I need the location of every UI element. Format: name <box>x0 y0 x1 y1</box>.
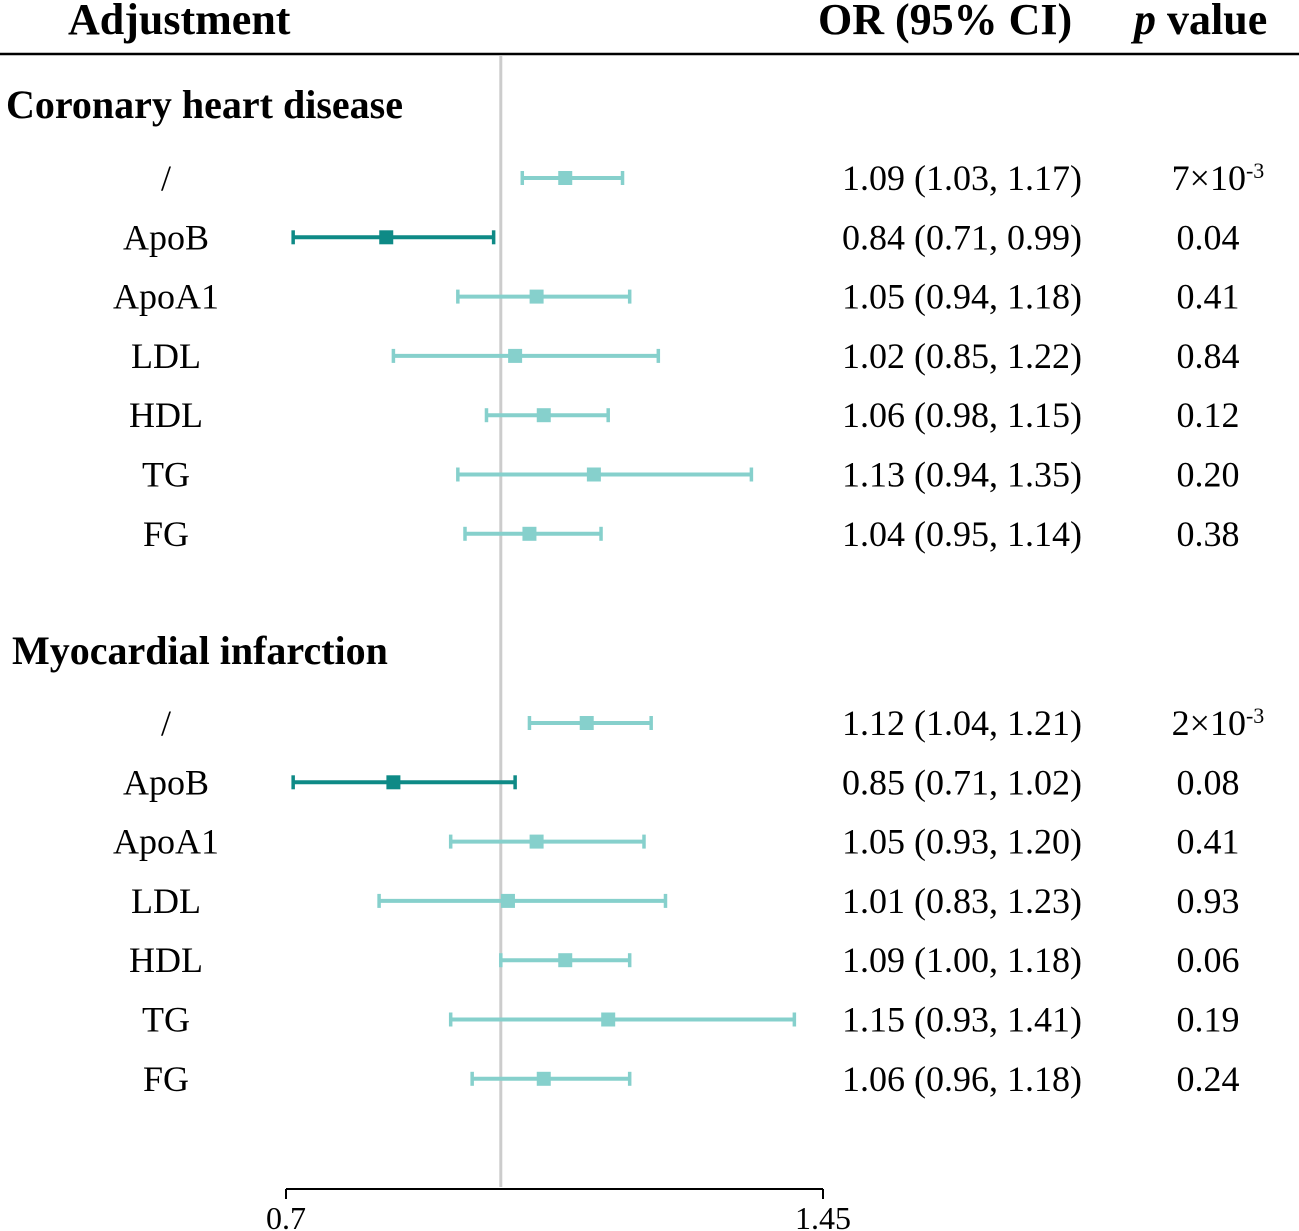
row-label: ApoB <box>123 217 209 257</box>
p-value-base: 7×10 <box>1172 158 1246 198</box>
forest-row: / 1.09 (1.03, 1.17) 7×10-3 <box>161 158 1264 198</box>
forest-row: ApoB 0.84 (0.71, 0.99) 0.04 <box>123 217 1240 257</box>
header-adjustment: Adjustment <box>68 0 291 44</box>
forest-row: / 1.12 (1.04, 1.21) 2×10-3 <box>161 703 1264 743</box>
or-ci-value: 1.06 (0.96, 1.18) <box>842 1059 1082 1099</box>
row-label: LDL <box>131 336 201 376</box>
p-value: 0.08 <box>1177 762 1240 802</box>
forest-row: HDL 1.09 (1.00, 1.18) 0.06 <box>129 940 1240 980</box>
forest-row: ApoB 0.85 (0.71, 1.02) 0.08 <box>123 762 1240 802</box>
p-value-exponent: -3 <box>1246 703 1264 728</box>
forest-row: TG 1.15 (0.93, 1.41) 0.19 <box>142 1000 1240 1040</box>
p-value: 0.04 <box>1177 217 1240 257</box>
p-value-base: 0.38 <box>1177 514 1240 554</box>
p-value-base: 0.24 <box>1177 1059 1240 1099</box>
forest-row: HDL 1.06 (0.98, 1.15) 0.12 <box>129 395 1240 435</box>
forest-row: FG 1.06 (0.96, 1.18) 0.24 <box>143 1059 1240 1099</box>
x-tick-label: 1.45 <box>795 1200 851 1231</box>
or-ci-value: 1.09 (1.00, 1.18) <box>842 940 1082 980</box>
point-estimate-marker <box>522 526 537 541</box>
or-ci-value: 1.05 (0.94, 1.18) <box>842 277 1082 317</box>
p-value: 0.93 <box>1177 881 1240 921</box>
p-value: 0.12 <box>1177 395 1240 435</box>
forest-row: LDL 1.02 (0.85, 1.22) 0.84 <box>131 336 1239 376</box>
header-or-ci: OR (95% CI) <box>818 0 1072 44</box>
forest-row: FG 1.04 (0.95, 1.14) 0.38 <box>143 514 1240 554</box>
row-label: HDL <box>129 940 203 980</box>
forest-row: ApoA1 1.05 (0.93, 1.20) 0.41 <box>113 822 1240 862</box>
group-title-myocardial-infarction: Myocardial infarction <box>12 628 388 673</box>
point-estimate-marker <box>379 230 394 245</box>
row-label: FG <box>143 1059 189 1099</box>
p-value-base: 0.19 <box>1177 1000 1240 1040</box>
or-ci-value: 1.09 (1.03, 1.17) <box>842 158 1082 198</box>
point-estimate-marker <box>529 289 544 304</box>
point-estimate-marker <box>579 716 594 730</box>
p-value: 0.19 <box>1177 1000 1240 1040</box>
or-ci-value: 1.12 (1.04, 1.21) <box>842 703 1082 743</box>
point-estimate-marker <box>536 408 551 423</box>
row-label: ApoB <box>123 762 209 802</box>
point-estimate-marker <box>508 348 523 363</box>
p-value: 0.06 <box>1177 940 1240 980</box>
p-value: 0.38 <box>1177 514 1240 554</box>
point-estimate-marker <box>558 953 573 968</box>
p-value: 0.24 <box>1177 1059 1240 1099</box>
p-value-base: 0.93 <box>1177 881 1240 921</box>
point-estimate-marker <box>386 775 401 790</box>
p-value-base: 0.20 <box>1177 455 1240 495</box>
row-label: / <box>161 703 171 743</box>
x-tick-label: 0.7 <box>266 1200 306 1231</box>
header-p-italic: p <box>1130 0 1156 44</box>
row-label: / <box>161 158 171 198</box>
p-value-base: 0.04 <box>1177 217 1240 257</box>
point-estimate-marker <box>500 893 515 908</box>
or-ci-value: 1.02 (0.85, 1.22) <box>842 336 1082 376</box>
p-value-base: 0.84 <box>1177 336 1240 376</box>
row-label: TG <box>142 1000 190 1040</box>
row-label: ApoA1 <box>113 822 219 862</box>
or-ci-value: 1.01 (0.83, 1.23) <box>842 881 1082 921</box>
point-estimate-marker <box>601 1012 616 1027</box>
point-estimate-marker <box>586 467 601 482</box>
point-estimate-marker <box>558 171 573 185</box>
or-ci-value: 1.04 (0.95, 1.14) <box>842 514 1082 554</box>
header-p-rest: value <box>1156 0 1267 44</box>
point-estimate-marker <box>529 834 544 849</box>
or-ci-value: 0.84 (0.71, 0.99) <box>842 217 1082 257</box>
forest-row: TG 1.13 (0.94, 1.35) 0.20 <box>142 455 1240 495</box>
p-value: 0.41 <box>1177 822 1240 862</box>
row-label: TG <box>142 455 190 495</box>
row-label: HDL <box>129 395 203 435</box>
or-ci-value: 1.06 (0.98, 1.15) <box>842 395 1082 435</box>
header-p-value: p value <box>1130 0 1267 44</box>
p-value: 7×10-3 <box>1172 158 1265 198</box>
group-title-coronary-heart-disease: Coronary heart disease <box>6 82 403 127</box>
p-value-base: 0.08 <box>1177 762 1240 802</box>
or-ci-value: 1.13 (0.94, 1.35) <box>842 455 1082 495</box>
p-value-base: 0.41 <box>1177 277 1240 317</box>
or-ci-value: 1.05 (0.93, 1.20) <box>842 822 1082 862</box>
or-ci-value: 1.15 (0.93, 1.41) <box>842 1000 1082 1040</box>
row-label: FG <box>143 514 189 554</box>
or-ci-value: 0.85 (0.71, 1.02) <box>842 762 1082 802</box>
p-value-base: 0.12 <box>1177 395 1240 435</box>
x-axis: 0.7 1.45 <box>266 1188 851 1231</box>
forest-row: LDL 1.01 (0.83, 1.23) 0.93 <box>131 881 1239 921</box>
p-value-base: 0.41 <box>1177 822 1240 862</box>
p-value: 0.84 <box>1177 336 1240 376</box>
p-value-base: 0.06 <box>1177 940 1240 980</box>
p-value: 2×10-3 <box>1172 703 1265 743</box>
row-label: LDL <box>131 881 201 921</box>
forest-row: ApoA1 1.05 (0.94, 1.18) 0.41 <box>113 277 1240 317</box>
p-value: 0.41 <box>1177 277 1240 317</box>
row-label: ApoA1 <box>113 277 219 317</box>
p-value: 0.20 <box>1177 455 1240 495</box>
point-estimate-marker <box>536 1071 551 1086</box>
p-value-base: 2×10 <box>1172 703 1246 743</box>
p-value-exponent: -3 <box>1246 158 1264 183</box>
